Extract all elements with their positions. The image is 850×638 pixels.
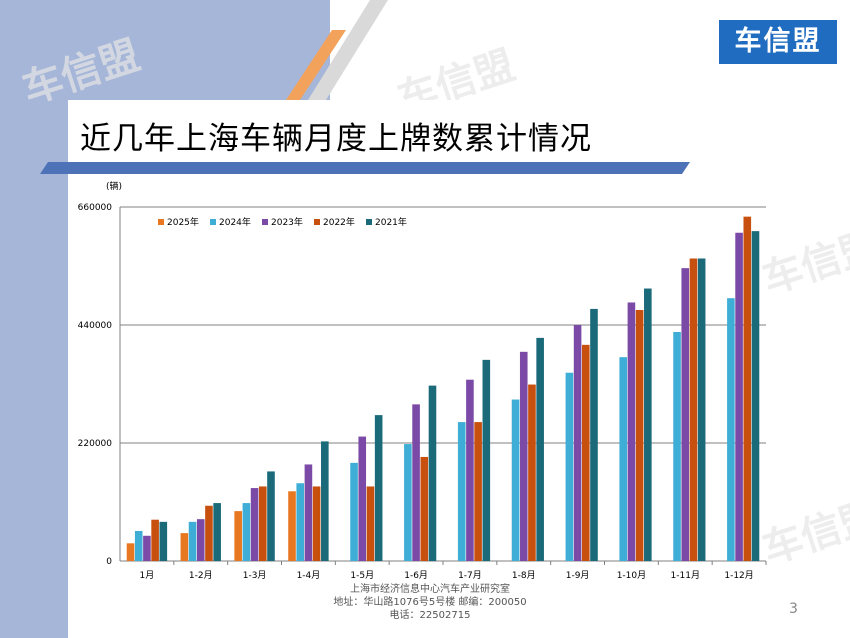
top-decor-band xyxy=(0,0,330,100)
y-tick-label: 660000 xyxy=(78,203,113,213)
x-tick-label: 1-5月 xyxy=(350,570,374,581)
bar xyxy=(374,415,383,561)
decor-stripes xyxy=(286,0,388,100)
bar xyxy=(205,505,213,561)
legend-swatch xyxy=(158,219,164,225)
bar xyxy=(151,519,159,561)
bar xyxy=(581,344,590,561)
x-tick-label: 1-4月 xyxy=(297,570,321,581)
bar xyxy=(234,511,242,561)
bar xyxy=(689,258,698,561)
left-decor-band xyxy=(0,0,68,638)
bar xyxy=(304,464,313,561)
x-tick-label: 1-6月 xyxy=(404,570,428,581)
page-title: 近几年上海车辆月度上牌数累计情况 xyxy=(80,121,592,157)
bar xyxy=(321,441,329,561)
bar xyxy=(635,309,644,561)
bar xyxy=(159,521,168,561)
bar xyxy=(420,456,429,561)
bar xyxy=(358,436,367,561)
bar xyxy=(428,385,437,561)
bar xyxy=(573,325,582,561)
bar xyxy=(126,543,135,561)
bar xyxy=(619,357,628,561)
bar xyxy=(627,302,636,561)
legend-swatch xyxy=(262,219,268,225)
x-tick-label: 1-12月 xyxy=(724,570,753,581)
legend-label: 2023年 xyxy=(271,216,303,228)
bar xyxy=(697,258,706,561)
bar xyxy=(312,486,321,561)
legend-label: 2021年 xyxy=(375,216,407,228)
bar xyxy=(519,351,528,561)
bar xyxy=(366,486,375,561)
bar xyxy=(180,533,189,561)
bar xyxy=(404,444,412,561)
legend-swatch xyxy=(366,219,372,225)
bar xyxy=(196,519,205,561)
bar xyxy=(751,231,760,562)
bar xyxy=(188,521,197,561)
bar xyxy=(511,399,520,561)
bar xyxy=(258,486,267,561)
bar xyxy=(565,372,574,561)
bar xyxy=(735,232,743,561)
y-tick-label: 0 xyxy=(106,557,112,567)
bar xyxy=(743,216,752,561)
bar xyxy=(590,308,598,561)
x-tick-label: 1-10月 xyxy=(617,570,646,581)
bar xyxy=(482,359,491,561)
footer-info: 上海市经济信息中心汽车产业研究室 地址：华山路1076号5号楼 邮编：20005… xyxy=(280,583,580,622)
bar xyxy=(288,491,296,561)
bar xyxy=(474,422,482,561)
x-tick-label: 1-8月 xyxy=(512,570,536,581)
bar xyxy=(267,471,275,561)
bar xyxy=(143,535,151,561)
x-tick-label: 1-9月 xyxy=(566,570,590,581)
legend-swatch xyxy=(314,219,320,225)
bar xyxy=(250,488,259,561)
legend-swatch xyxy=(210,219,216,225)
footer-org: 上海市经济信息中心汽车产业研究室 xyxy=(350,584,510,595)
bar xyxy=(536,337,544,561)
page-number: 3 xyxy=(789,601,798,617)
bar xyxy=(134,530,143,561)
brand-logo: 车信盟 xyxy=(719,20,837,64)
bar xyxy=(644,288,652,561)
y-axis-label: (辆) xyxy=(106,180,122,192)
bar xyxy=(528,384,536,561)
bar xyxy=(412,404,420,561)
title-box xyxy=(68,100,648,162)
legend-label: 2024年 xyxy=(219,216,251,228)
bar xyxy=(466,379,474,561)
bar xyxy=(296,483,305,561)
bar xyxy=(350,462,358,561)
y-tick-label: 220000 xyxy=(78,439,113,449)
x-tick-label: 1-7月 xyxy=(458,570,482,581)
x-tick-label: 1-11月 xyxy=(671,570,700,581)
bar xyxy=(242,503,251,561)
footer-address: 地址：华山路1076号5号楼 邮编：200050 xyxy=(333,597,527,608)
bar xyxy=(673,331,681,561)
title-underline xyxy=(40,162,690,174)
x-tick-label: 1-2月 xyxy=(189,570,213,581)
bar xyxy=(681,268,690,561)
footer-phone: 电话：22502715 xyxy=(389,610,471,621)
legend-label: 2025年 xyxy=(167,216,199,228)
bar xyxy=(457,422,466,561)
x-tick-label: 1-3月 xyxy=(243,570,267,581)
legend-label: 2022年 xyxy=(323,216,355,228)
bar xyxy=(727,298,735,561)
x-tick-label: 1月 xyxy=(140,570,155,581)
y-tick-label: 440000 xyxy=(78,321,113,331)
bar xyxy=(213,503,221,561)
